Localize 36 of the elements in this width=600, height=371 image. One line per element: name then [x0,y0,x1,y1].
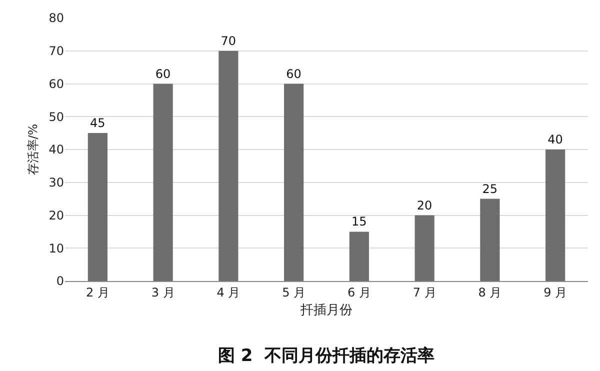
bar [546,150,566,281]
x-tick-label: 2 月 [86,285,110,300]
x-tick-label: 5 月 [282,285,306,300]
data-label: 60 [286,66,302,81]
y-tick-label: 80 [48,11,64,26]
text: 图 2 不同月份扦插的存活率 [218,346,435,366]
bar [218,50,238,281]
data-label: 60 [155,66,171,81]
x-tick-label: 8 月 [478,285,502,300]
data-label: 20 [416,198,432,212]
x-tick-label: 4 月 [216,285,240,300]
x-tick-label: 7 月 [412,285,436,300]
x-tick-label: 6 月 [347,285,371,300]
y-tick-label: 70 [48,44,64,58]
data-label: 25 [482,182,498,196]
bar [284,84,304,281]
bar [349,232,369,281]
bar [414,215,434,281]
bar [88,133,108,281]
bar [153,84,173,281]
y-axis-title: 存活率/% [26,124,40,176]
y-tick-label: 40 [48,142,64,157]
y-tick-label: 0 [56,274,64,288]
y-tick-label: 30 [48,176,64,190]
y-tick-label: 20 [48,208,64,222]
data-label: 40 [548,132,563,146]
y-tick-label: 60 [48,76,64,91]
y-tick-label: 10 [48,241,64,256]
data-label: 45 [90,116,106,130]
data-label: 15 [352,214,367,229]
y-tick-label: 50 [48,110,64,124]
data-label: 70 [220,34,236,48]
bar [480,198,500,281]
x-axis-title: 扦插月份 [300,303,352,318]
x-tick-label: 3 月 [151,285,175,300]
x-tick-label: 9 月 [544,285,568,300]
